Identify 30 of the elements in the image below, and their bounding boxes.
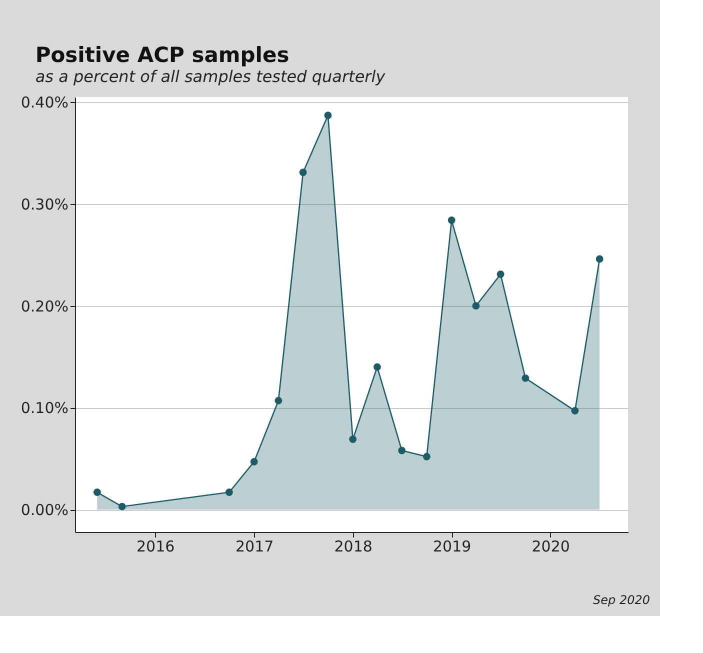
point <box>274 396 282 404</box>
point <box>324 112 332 120</box>
point <box>596 255 604 263</box>
point <box>226 488 233 496</box>
point <box>522 374 530 382</box>
point <box>118 502 126 510</box>
chart-subtitle: as a percent of all samples tested quarterly <box>35 67 386 86</box>
point <box>299 168 307 176</box>
point <box>496 270 504 278</box>
point <box>423 452 430 460</box>
point <box>398 446 406 454</box>
point <box>472 302 480 310</box>
y-tick-label: 0.30% <box>20 195 68 214</box>
x-tick-label: 2020 <box>532 538 570 556</box>
x-tick-label: 2018 <box>334 538 372 556</box>
y-tick-label: 0.00% <box>20 501 68 520</box>
text: Sep 2020 <box>593 593 650 607</box>
x-tick-label: 2019 <box>433 538 472 556</box>
x-tick-label: 2017 <box>236 538 274 556</box>
y-tick-label: 0.40% <box>20 94 68 112</box>
point <box>250 458 258 466</box>
chart-title: Positive ACP samples <box>35 43 290 68</box>
x-tick-label: 2016 <box>136 538 175 556</box>
y-tick-label: 0.10% <box>20 399 68 418</box>
point <box>93 488 101 496</box>
point <box>448 216 456 224</box>
point <box>571 407 579 414</box>
point <box>349 436 357 443</box>
y-tick-label: 0.20% <box>20 297 68 316</box>
point <box>373 363 381 371</box>
